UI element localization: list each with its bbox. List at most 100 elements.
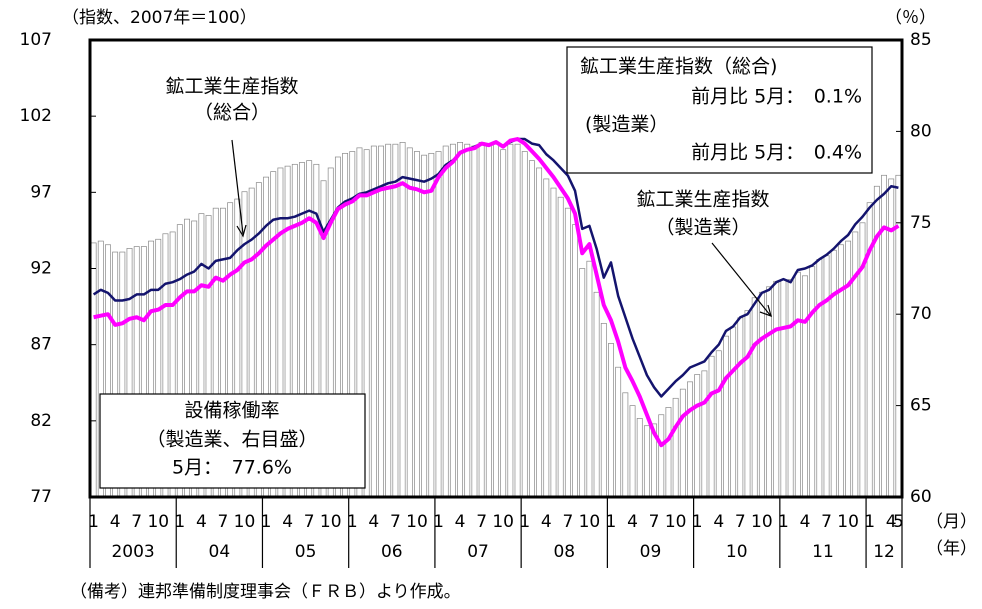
bar bbox=[787, 279, 794, 498]
x-tick-label: 4 bbox=[196, 512, 207, 532]
bar bbox=[794, 271, 801, 498]
bar bbox=[658, 414, 665, 498]
bar bbox=[895, 174, 902, 498]
bar bbox=[622, 392, 629, 498]
bar bbox=[830, 249, 837, 498]
bar bbox=[730, 326, 737, 498]
y2-tick-label: 85 bbox=[910, 30, 932, 50]
bar bbox=[837, 244, 844, 498]
y2-tick-label: 75 bbox=[910, 213, 932, 233]
left-axis-label: （指数、2007年＝100） bbox=[62, 8, 257, 28]
annotation-box bbox=[99, 393, 366, 489]
bar bbox=[715, 350, 722, 498]
bar bbox=[514, 143, 521, 498]
bar bbox=[485, 145, 492, 498]
bar bbox=[672, 397, 679, 498]
x-tick-label: 7 bbox=[131, 512, 142, 532]
note: （備考）連邦準備制度理事会（ＦＲＢ）より作成。 bbox=[70, 582, 461, 602]
bar bbox=[823, 255, 830, 498]
bar bbox=[385, 143, 392, 498]
bar bbox=[471, 145, 478, 498]
annotation-box bbox=[566, 46, 873, 174]
year-label: 2003 bbox=[111, 542, 154, 562]
annotation: (製造業） bbox=[585, 114, 668, 136]
bar bbox=[615, 366, 622, 498]
bar bbox=[478, 142, 485, 498]
bar bbox=[758, 291, 765, 498]
bar bbox=[449, 143, 456, 498]
bar bbox=[464, 143, 471, 498]
year-label: 09 bbox=[640, 542, 662, 562]
annotation: 前月比 5月： 0.4% bbox=[691, 142, 862, 164]
annotation: （総合） bbox=[194, 102, 270, 124]
year-label: 11 bbox=[812, 542, 834, 562]
y-tick-label: 87 bbox=[30, 335, 52, 355]
bar bbox=[414, 151, 420, 498]
month-axis-label: （月） bbox=[926, 512, 977, 532]
bar bbox=[802, 275, 808, 498]
annotation: 5月： 77.6% bbox=[172, 457, 292, 479]
bar bbox=[751, 297, 758, 498]
bar bbox=[435, 151, 442, 498]
x-tick-label: 4 bbox=[713, 512, 724, 532]
x-tick-label: 1 bbox=[88, 512, 99, 532]
x-tick-label: 7 bbox=[218, 512, 229, 532]
bar bbox=[593, 291, 600, 498]
bar bbox=[881, 174, 887, 498]
year-axis-label: （年） bbox=[926, 539, 977, 559]
bar bbox=[500, 149, 507, 498]
x-tick-label: 1 bbox=[519, 512, 530, 532]
arrow-head bbox=[236, 224, 247, 238]
bar bbox=[809, 266, 816, 498]
bar bbox=[428, 152, 435, 498]
x-tick-label: 1 bbox=[261, 512, 272, 532]
x-tick-label: 1 bbox=[347, 512, 358, 532]
bar bbox=[536, 167, 543, 498]
x-tick-label: 1 bbox=[174, 512, 185, 532]
right-axis-label: （％） bbox=[885, 8, 936, 28]
x-tick-label: 7 bbox=[390, 512, 401, 532]
bar bbox=[572, 224, 578, 498]
annotation: 鉱工業生産指数（総合) bbox=[580, 56, 777, 78]
y2-tick-label: 80 bbox=[910, 121, 932, 141]
y2-tick-label: 70 bbox=[910, 304, 932, 324]
bar bbox=[557, 196, 564, 498]
x-tick-label: 4 bbox=[800, 512, 811, 532]
bar bbox=[90, 242, 97, 498]
y-tick-label: 92 bbox=[30, 259, 52, 279]
bar bbox=[694, 374, 701, 498]
x-tick-label: 10 bbox=[492, 512, 514, 532]
bar bbox=[528, 160, 535, 498]
x-tick-label: 1 bbox=[864, 512, 875, 532]
bar bbox=[629, 405, 636, 498]
year-label: 12 bbox=[873, 542, 895, 562]
x-tick-label: 4 bbox=[886, 512, 897, 532]
annotation: （製造業） bbox=[655, 217, 750, 239]
bar bbox=[399, 142, 406, 498]
year-label: 08 bbox=[553, 542, 575, 562]
bar bbox=[737, 317, 744, 498]
callout-line bbox=[711, 242, 771, 316]
annotation: 設備稼働率 bbox=[184, 400, 279, 422]
x-tick-label: 10 bbox=[234, 512, 256, 532]
x-tick-label: 10 bbox=[665, 512, 687, 532]
bar bbox=[708, 355, 715, 498]
x-tick-label: 4 bbox=[627, 512, 638, 532]
y-tick-label: 97 bbox=[30, 182, 52, 202]
bar bbox=[378, 145, 384, 498]
bar bbox=[701, 370, 708, 498]
y-tick-label: 107 bbox=[20, 30, 52, 50]
bar bbox=[773, 280, 780, 498]
line bbox=[93, 137, 900, 448]
x-tick-label: 4 bbox=[110, 512, 121, 532]
annotation: （製造業、右目盛） bbox=[146, 429, 317, 451]
x-tick-label: 5 bbox=[893, 512, 904, 532]
y2-tick-label: 60 bbox=[910, 487, 932, 507]
bar bbox=[744, 310, 751, 498]
x-tick-label: 1 bbox=[606, 512, 617, 532]
bar bbox=[636, 418, 643, 498]
callout-line bbox=[231, 139, 244, 235]
y2-tick-label: 65 bbox=[910, 396, 932, 416]
year-label: 04 bbox=[209, 542, 231, 562]
